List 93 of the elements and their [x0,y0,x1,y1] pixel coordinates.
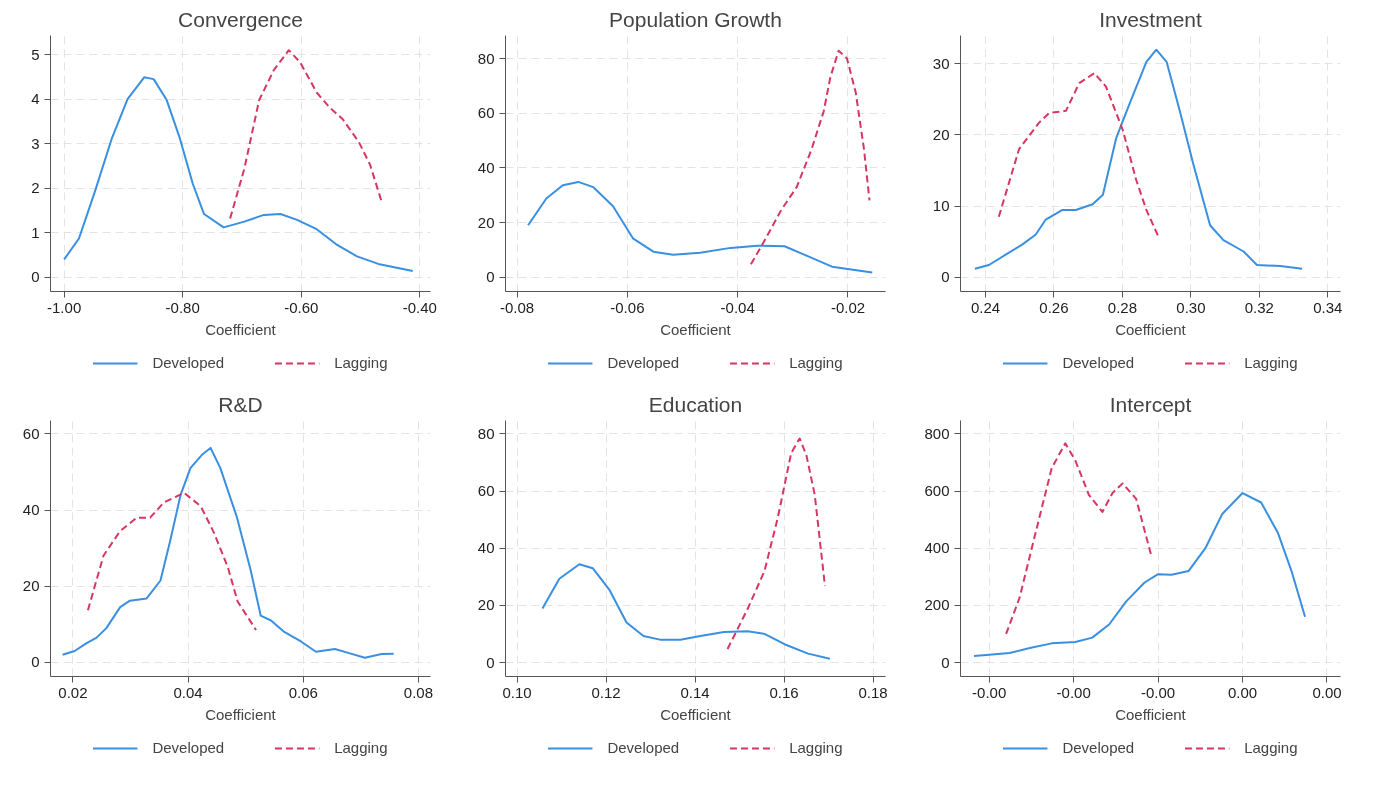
x-tick-label: 0.32 [1244,298,1274,316]
line-series [86,491,258,632]
y-tick-label: 0 [31,268,40,286]
y-tick-label: 10 [932,197,950,215]
y-tick-label: 5 [31,45,40,63]
legend-label: Developed [152,354,225,371]
y-tick-label: 0 [941,653,950,671]
x-tick-label: 0.26 [1039,298,1069,316]
x-tick-label: -0.40 [402,298,437,316]
x-axis-title: Coefficient [1115,320,1187,338]
y-tick-label: 1 [31,223,40,241]
y-tick-label: 400 [924,539,950,557]
y-tick-label: 40 [477,159,495,176]
x-tick-label: 0.10 [502,683,532,701]
x-tick-label: 0.18 [858,683,888,701]
x-tick-label: -0.80 [165,298,200,316]
x-tick-label: 0.12 [591,683,621,701]
x-tick-label: 0.28 [1107,298,1138,316]
x-tick-label: -0.04 [720,298,755,316]
x-tick-label: -0.02 [830,298,866,316]
y-tick-label: 0 [31,653,40,671]
chart-title: R&D [218,392,263,416]
x-tick-label: -1.00 [47,298,82,316]
line-series [229,49,383,220]
x-tick-label: 0.00 [1312,683,1342,701]
x-axis-title: Coefficient [660,705,732,723]
y-tick-label: 20 [477,596,495,614]
x-tick-label: 0.04 [173,683,203,701]
line-series [1005,442,1153,635]
y-tick-label: 200 [924,596,950,614]
chart-title: Intercept [1109,392,1192,416]
x-tick-label: -0.00 [972,683,1007,701]
y-tick-label: 40 [22,501,40,519]
legend-label: Lagging [789,739,843,756]
y-tick-label: 60 [477,104,495,122]
x-axis-title: Coefficient [205,705,277,723]
line-series [726,437,826,651]
x-tick-label: 0.16 [769,683,799,701]
x-tick-label: 0.08 [403,683,434,701]
x-tick-label: 0.14 [680,683,710,701]
y-tick-label: 30 [932,54,950,72]
x-tick-label: 0.00 [1227,683,1258,701]
y-tick-label: 2 [31,179,40,197]
y-tick-label: 20 [932,125,950,143]
x-tick-label: 0.34 [1313,298,1343,316]
y-tick-label: 80 [477,424,495,442]
y-tick-label: 4 [31,90,40,108]
x-tick-label: 0.30 [1176,298,1206,316]
x-tick-label: -0.60 [284,298,319,316]
y-tick-label: 20 [22,577,40,595]
x-axis-title: Coefficient [1115,705,1187,723]
legend-label: Lagging [789,354,843,371]
legend-label: Developed [607,354,680,371]
line-series [63,76,414,273]
line-series [749,49,871,266]
y-tick-label: 60 [477,482,495,500]
y-tick-label: 60 [22,424,40,442]
legend-label: Lagging [1244,739,1298,756]
legend-label: Developed [607,739,680,756]
chart-title: Investment [1099,7,1203,31]
x-axis-title: Coefficient [205,320,277,338]
legend-label: Lagging [334,354,388,371]
chart-title: Education [648,392,743,416]
x-tick-label: 0.24 [970,298,1001,316]
chart-title: Convergence [178,7,303,31]
legend-label: Lagging [334,739,388,756]
y-tick-label: 20 [477,213,495,231]
x-tick-label: 0.02 [58,683,88,701]
line-series [973,492,1307,657]
legend-label: Developed [1062,739,1135,756]
x-tick-label: 0.06 [288,683,318,701]
x-tick-label: -0.00 [1056,683,1091,701]
y-tick-label: 0 [486,653,495,671]
x-tick-label: -0.08 [499,298,535,316]
legend-label: Developed [1062,354,1135,371]
y-tick-label: 40 [477,539,495,557]
line-series [527,180,874,274]
y-tick-label: 0 [941,268,950,286]
y-tick-label: 3 [31,134,40,152]
y-tick-label: 800 [924,424,950,442]
line-series [61,446,395,659]
y-tick-label: 80 [477,49,495,67]
legend-label: Developed [152,739,225,756]
line-series [973,48,1304,270]
y-tick-label: 600 [924,482,950,500]
y-tick-label: 0 [486,268,495,286]
x-axis-title: Coefficient [660,320,732,338]
x-tick-label: -0.00 [1141,683,1176,701]
line-series [541,563,831,660]
legend-label: Lagging [1244,354,1298,371]
chart-title: Population Growth [609,7,782,31]
line-series [997,72,1160,237]
x-tick-label: -0.06 [610,298,645,316]
